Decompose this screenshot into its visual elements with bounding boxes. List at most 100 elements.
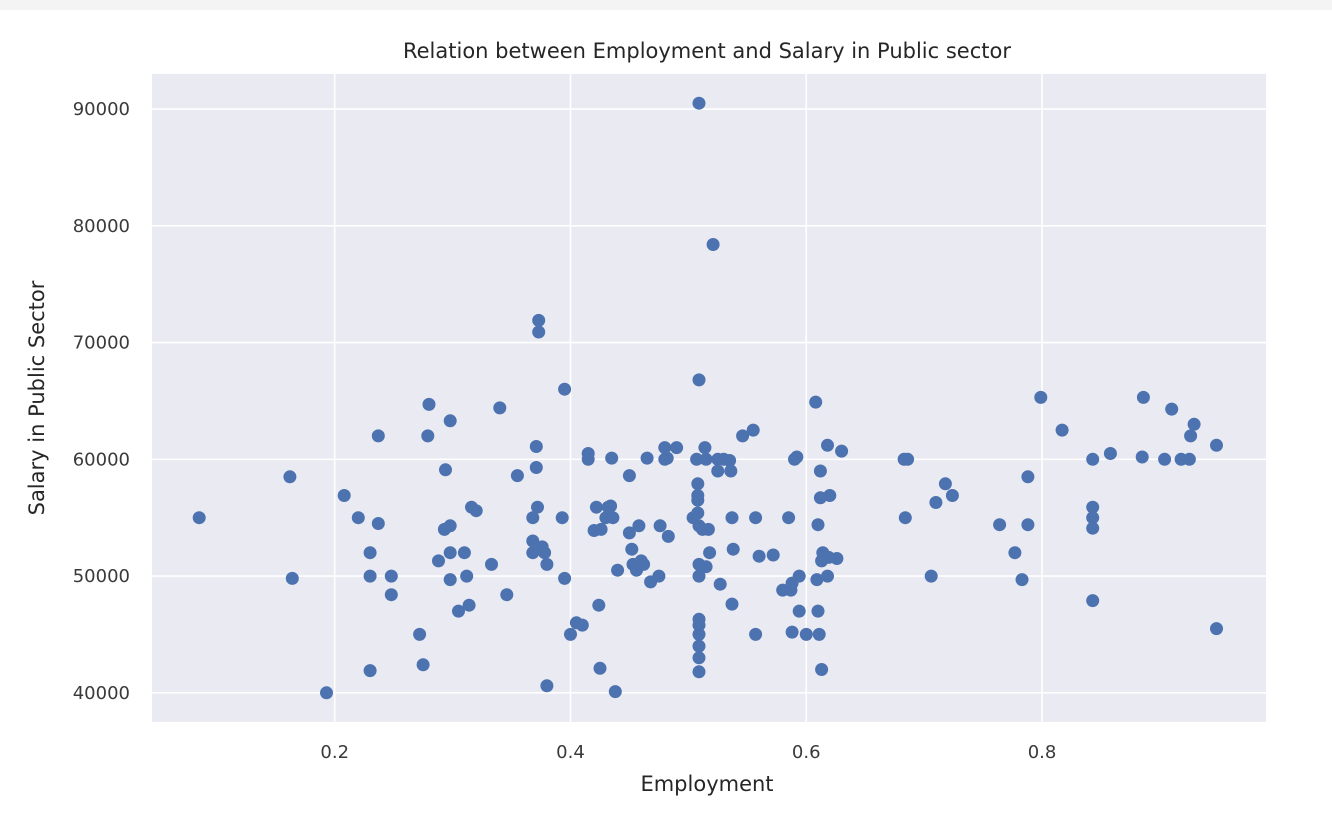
scatter-point: [592, 598, 606, 612]
scatter-point: [1103, 447, 1117, 460]
scatter-point: [371, 429, 385, 443]
scatter-point: [1184, 429, 1198, 443]
scatter-point: [811, 604, 825, 618]
scatter-point: [1136, 390, 1150, 404]
scatter-point: [1086, 452, 1100, 466]
scatter-point: [711, 464, 725, 478]
scatter-point: [782, 511, 796, 525]
scatter-point: [337, 489, 351, 502]
scatter-point: [699, 560, 713, 574]
scatter-point: [1187, 417, 1201, 431]
scatter-point: [363, 664, 377, 678]
scatter-point: [815, 663, 829, 676]
scatter-point: [766, 548, 780, 562]
scatter-point: [703, 546, 717, 560]
scatter-point: [564, 627, 577, 641]
scatter-point: [589, 500, 603, 514]
scatter-point: [821, 438, 834, 452]
scatter-point: [443, 519, 457, 533]
scatter-point: [938, 477, 952, 491]
scatter-point: [625, 542, 639, 556]
scatter-point: [439, 463, 452, 477]
scatter-point: [460, 569, 474, 583]
y-tick-labels: 40000 50000 60000 70000 80000 90000: [73, 99, 130, 704]
x-tick-label: 0.2: [320, 742, 349, 763]
scatter-point: [690, 452, 704, 466]
scatter-point: [701, 522, 715, 536]
scatter-point: [692, 627, 706, 641]
chart-title: Relation between Employment and Salary i…: [403, 39, 1011, 63]
scatter-point: [594, 522, 608, 536]
scatter-point: [692, 639, 706, 653]
scatter-point: [421, 429, 435, 443]
scatter-point: [692, 373, 706, 387]
scatter-point: [320, 686, 333, 700]
scatter-point: [811, 518, 825, 532]
scatter-point: [1055, 423, 1069, 437]
scatter-point: [538, 546, 552, 560]
scatter-point: [1015, 573, 1029, 587]
scatter-point: [1135, 450, 1149, 464]
scatter-point: [540, 679, 554, 693]
scatter-point: [604, 499, 618, 513]
plot-area: [152, 74, 1266, 722]
scatter-point: [821, 569, 834, 583]
scatter-point: [813, 464, 827, 478]
scatter-point: [790, 450, 804, 464]
scatter-point: [670, 441, 684, 455]
scatter-point: [929, 496, 943, 509]
scatter-point: [1086, 511, 1100, 525]
y-tick-label: 40000: [73, 683, 130, 704]
scatter-point: [192, 511, 206, 525]
y-axis-label: Salary in Public Sector: [25, 280, 49, 515]
y-tick-label: 70000: [73, 333, 130, 354]
scatter-point: [691, 493, 705, 507]
scatter-point: [1210, 622, 1223, 636]
scatter-point: [632, 519, 646, 533]
scatter-point: [749, 627, 763, 641]
scatter-point: [384, 569, 398, 583]
scatter-point: [809, 395, 823, 409]
scatter-point: [1021, 470, 1035, 484]
scatter-point: [422, 397, 436, 411]
scatter-point: [532, 325, 546, 339]
scatter-point: [652, 569, 666, 583]
scatter-point: [581, 452, 595, 466]
x-tick-label: 0.8: [1028, 742, 1057, 763]
scatter-point: [485, 557, 498, 571]
scatter-point: [799, 627, 813, 641]
y-tick-label: 50000: [73, 566, 130, 587]
scatter-point: [558, 382, 572, 396]
scatter-point: [792, 604, 806, 618]
scatter-point: [823, 489, 837, 502]
scatter-point: [723, 454, 737, 467]
scatter-point: [692, 569, 706, 583]
scatter-point: [785, 625, 799, 639]
scatter-point: [692, 96, 706, 110]
scatter-point: [749, 511, 763, 525]
x-tick-label: 0.4: [556, 742, 585, 763]
scatter-point: [363, 569, 377, 583]
scatter-point: [413, 627, 427, 641]
scatter-point: [443, 573, 457, 587]
scatter-point: [945, 489, 959, 502]
scatter-point: [611, 563, 625, 577]
scatter-point: [726, 542, 740, 556]
scatter-point: [692, 618, 706, 632]
scatter-point: [1008, 546, 1022, 560]
scatter-point: [898, 511, 912, 525]
scatter-point: [555, 511, 569, 525]
scatter-point: [653, 519, 667, 533]
scatter-point: [1021, 518, 1035, 532]
scatter-point: [725, 597, 739, 611]
scatter-point: [526, 546, 540, 560]
scatter-point: [792, 569, 806, 583]
scatter-point: [1086, 521, 1100, 535]
scatter-point: [532, 313, 546, 327]
scatter-point: [493, 401, 507, 415]
scatter-point: [661, 529, 675, 543]
gridlines: [152, 74, 1266, 722]
scatter-point: [736, 429, 750, 443]
scatter-point: [443, 414, 457, 428]
scatter-point: [1158, 452, 1172, 466]
